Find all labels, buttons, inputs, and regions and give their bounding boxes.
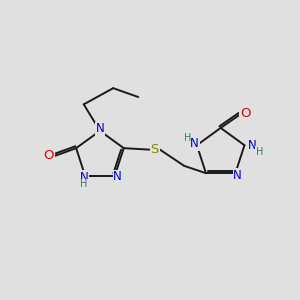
Text: O: O [44,149,54,162]
Text: N: N [190,137,199,150]
Text: H: H [184,133,191,143]
Text: N: N [248,139,257,152]
Text: H: H [80,179,87,189]
Text: N: N [113,170,122,183]
Text: O: O [240,107,250,120]
Text: H: H [256,147,263,157]
Text: N: N [96,122,104,135]
Text: N: N [80,171,88,184]
Text: S: S [151,143,159,156]
Text: N: N [233,169,242,182]
